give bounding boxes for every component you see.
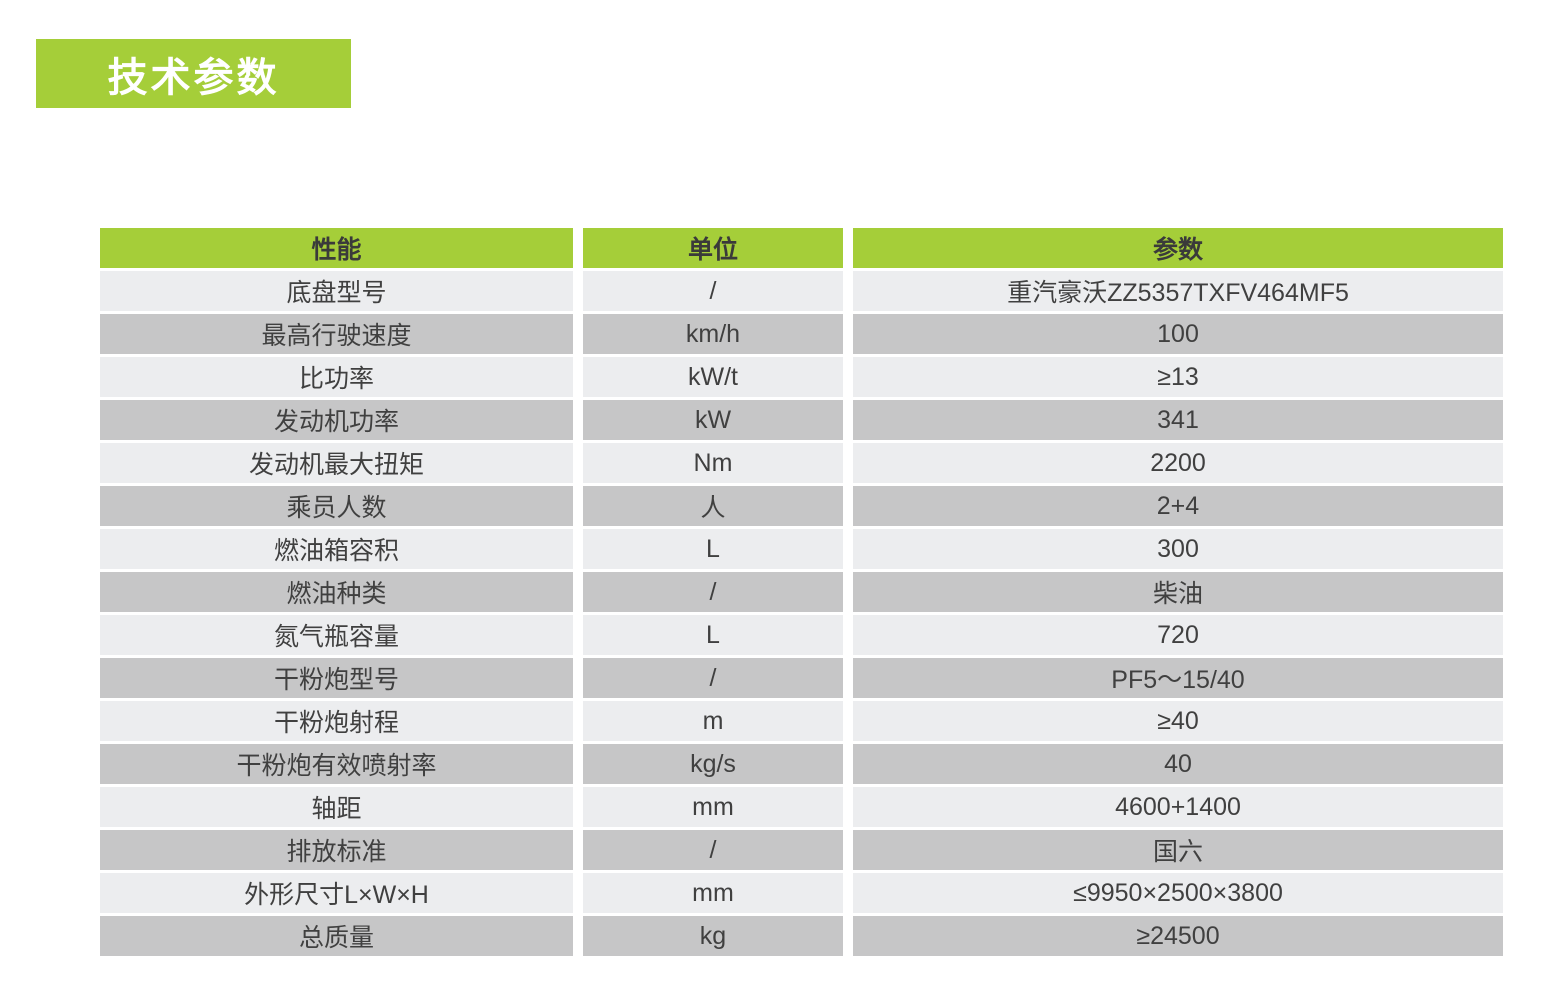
spec-cell-performance: 比功率: [100, 357, 573, 397]
spec-cell-value: 40: [853, 744, 1503, 784]
spec-cell-performance: 外形尺寸L×W×H: [100, 873, 573, 913]
spec-cell-unit: Nm: [583, 443, 843, 483]
spec-cell-unit: mm: [583, 787, 843, 827]
column-header-performance: 性能: [100, 228, 573, 268]
spec-cell-value: 重汽豪沃ZZ5357TXFV464MF5: [853, 271, 1503, 311]
spec-cell-value: 国六: [853, 830, 1503, 870]
spec-cell-unit: km/h: [583, 314, 843, 354]
spec-cell-unit: mm: [583, 873, 843, 913]
spec-cell-performance: 底盘型号: [100, 271, 573, 311]
spec-cell-unit: /: [583, 830, 843, 870]
spec-cell-value: 2+4: [853, 486, 1503, 526]
spec-cell-performance: 燃油种类: [100, 572, 573, 612]
page-title-badge: 技术参数: [36, 39, 351, 108]
spec-cell-performance: 排放标准: [100, 830, 573, 870]
spec-cell-unit: kW: [583, 400, 843, 440]
spec-cell-unit: 人: [583, 486, 843, 526]
spec-cell-value: PF5～15/40: [853, 658, 1503, 698]
spec-cell-value: 341: [853, 400, 1503, 440]
spec-cell-unit: kg: [583, 916, 843, 956]
spec-table: 性能 单位 参数 底盘型号 / 重汽豪沃ZZ5357TXFV464MF5 最高行驶速度 km/…: [100, 228, 1503, 956]
spec-cell-unit: /: [583, 271, 843, 311]
spec-cell-performance: 总质量: [100, 916, 573, 956]
spec-cell-unit: L: [583, 615, 843, 655]
spec-cell-value: 柴油: [853, 572, 1503, 612]
spec-cell-performance: 干粉炮有效喷射率: [100, 744, 573, 784]
spec-cell-value: 300: [853, 529, 1503, 569]
page-title: 技术参数: [107, 55, 280, 100]
spec-cell-value: 720: [853, 615, 1503, 655]
spec-cell-performance: 最高行驶速度: [100, 314, 573, 354]
spec-cell-performance: 乘员人数: [100, 486, 573, 526]
spec-cell-unit: /: [583, 658, 843, 698]
spec-cell-performance: 发动机功率: [100, 400, 573, 440]
spec-cell-value: ≥24500: [853, 916, 1503, 956]
spec-cell-unit: kW/t: [583, 357, 843, 397]
spec-cell-unit: /: [583, 572, 843, 612]
spec-cell-performance: 氮气瓶容量: [100, 615, 573, 655]
spec-cell-unit: kg/s: [583, 744, 843, 784]
spec-cell-value: 2200: [853, 443, 1503, 483]
spec-cell-value: ≥40: [853, 701, 1503, 741]
spec-cell-unit: m: [583, 701, 843, 741]
spec-cell-performance: 干粉炮射程: [100, 701, 573, 741]
spec-cell-performance: 干粉炮型号: [100, 658, 573, 698]
spec-cell-performance: 发动机最大扭矩: [100, 443, 573, 483]
spec-cell-value: 4600+1400: [853, 787, 1503, 827]
spec-cell-performance: 燃油箱容积: [100, 529, 573, 569]
column-header-unit: 单位: [583, 228, 843, 268]
spec-cell-unit: L: [583, 529, 843, 569]
column-header-value: 参数: [853, 228, 1503, 268]
spec-cell-value: ≥13: [853, 357, 1503, 397]
spec-cell-performance: 轴距: [100, 787, 573, 827]
spec-cell-value: ≤9950×2500×3800: [853, 873, 1503, 913]
spec-cell-value: 100: [853, 314, 1503, 354]
